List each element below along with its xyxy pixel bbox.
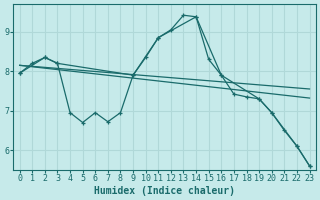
X-axis label: Humidex (Indice chaleur): Humidex (Indice chaleur) — [94, 186, 235, 196]
